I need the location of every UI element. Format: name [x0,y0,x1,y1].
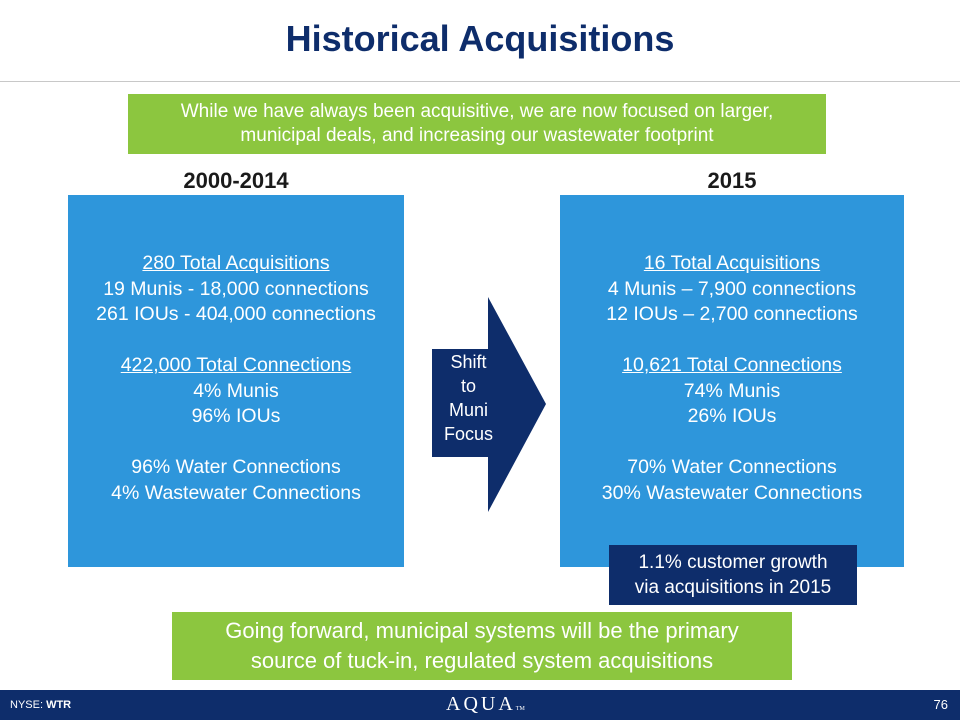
arrow-line-1: Shift [450,352,487,372]
growth-callout: 1.1% customer growth via acquisitions in… [609,545,857,605]
intro-line-2: municipal deals, and increasing our wast… [240,125,714,146]
aqua-logo: AQUATM [446,693,525,716]
outro-line-2: source of tuck-in, regulated system acqu… [250,648,714,673]
left-water: 96% Water Connections [131,456,341,478]
left-total-connections: 422,000 Total Connections [120,354,352,376]
ticker-symbol: WTR [46,699,72,711]
outro-line-1: Going forward, municipal systems will be… [225,618,739,643]
period-label-left: 2000-2014 [183,168,289,193]
footer-bar: NYSE: WTR AQUATM 76 [0,690,960,720]
shift-arrow-icon [432,297,546,512]
page-title: Historical Acquisitions [285,18,675,59]
stock-ticker: NYSE: WTR [10,699,71,711]
shift-arrow-label: Shift to Muni Focus [432,350,505,446]
left-ious: 261 IOUs - 404,000 connections [96,303,376,325]
exchange-label: NYSE: [10,699,44,711]
intro-line-1: While we have always been acquisitive, w… [180,101,774,122]
right-ious: 12 IOUs – 2,700 connections [606,303,858,325]
period-label-right: 2015 [707,168,757,193]
right-water: 70% Water Connections [627,456,837,478]
page-number: 76 [933,697,948,712]
right-munis-pct: 74% Munis [683,379,781,402]
right-total-connections: 10,621 Total Connections [622,354,842,376]
title-divider [0,81,960,82]
logo-trademark: TM [515,706,525,712]
intro-callout: While we have always been acquisitive, w… [128,94,826,154]
logo-wordmark: AQUA [446,693,516,715]
left-total-acquisitions: 280 Total Acquisitions [142,252,330,274]
arrow-line-3: Muni [448,400,488,420]
panel-2000-2014: 280 Total Acquisitions 19 Munis - 18,000… [68,195,404,567]
right-wastewater: 30% Wastewater Connections [601,481,863,504]
growth-line-1: 1.1% customer growth [638,552,828,573]
left-munis-pct: 4% Munis [193,379,279,402]
outro-callout: Going forward, municipal systems will be… [172,612,792,680]
growth-line-2: via acquisitions in 2015 [634,577,832,598]
panel-2015: 16 Total Acquisitions 4 Munis – 7,900 co… [560,195,904,567]
arrow-line-4: Focus [443,424,494,444]
right-ious-pct: 26% IOUs [687,405,777,427]
left-munis: 19 Munis - 18,000 connections [103,277,369,300]
right-munis: 4 Munis – 7,900 connections [607,277,857,300]
left-wastewater: 4% Wastewater Connections [111,481,361,504]
right-total-acquisitions: 16 Total Acquisitions [643,252,821,274]
arrow-line-2: to [460,376,476,396]
left-ious-pct: 96% IOUs [191,405,281,427]
